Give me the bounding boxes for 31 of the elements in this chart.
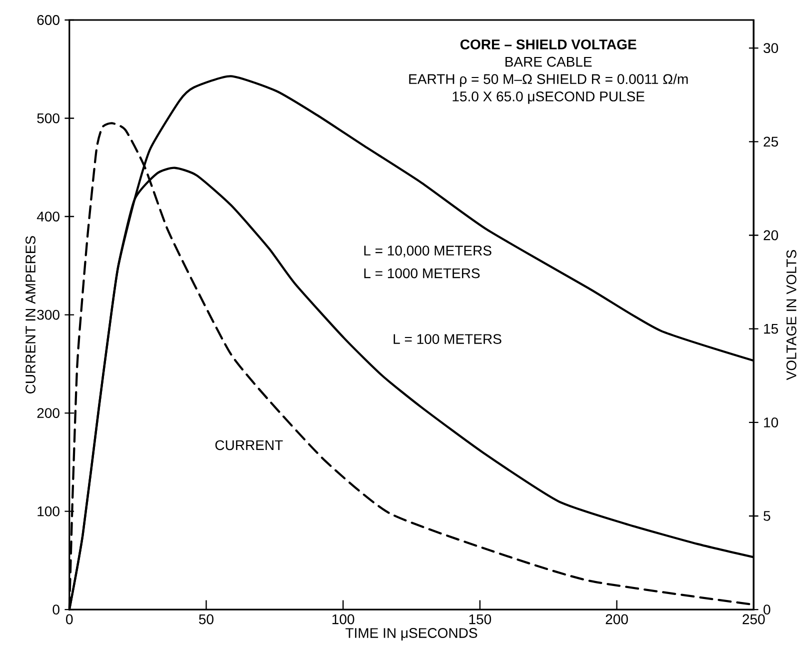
- x-tick-label: 250: [742, 614, 765, 624]
- y-tick-label: 600: [37, 15, 60, 26]
- y2-tick-label: 30: [764, 43, 778, 54]
- y-tick-label: 100: [38, 506, 60, 516]
- x-axis-title: TIME IN μSECONDS: [346, 628, 478, 641]
- annotation: EARTH ρ = 50 M–Ω SHIELD R = 0.0011 Ω/m: [409, 74, 688, 87]
- text: L = 100 METERS: [394, 334, 502, 344]
- series-label: L = 10,000 METERS: [364, 246, 492, 258]
- x-tick-label: 100: [332, 614, 354, 624]
- y2-tick-label: 25: [764, 136, 778, 147]
- y-axis-title: CURRENT IN AMPERES: [26, 236, 36, 394]
- x-tick-label: 150: [469, 614, 492, 624]
- x-tick-label: 50: [199, 614, 214, 624]
- x-tick-label: 200: [606, 614, 628, 624]
- y2-tick-label: 5: [764, 511, 770, 521]
- text: BARE CABLE: [506, 56, 592, 67]
- y2-tick-label: 10: [764, 418, 778, 428]
- series-label: CURRENT: [215, 440, 283, 450]
- y2-tick-label: 0: [764, 604, 770, 615]
- y2-tick-label: 20: [764, 230, 778, 240]
- y2-axis-title: VOLTAGE IN VOLTS: [786, 250, 796, 380]
- y2-tick-label: 15: [764, 324, 778, 334]
- y-tick-label: 400: [36, 212, 60, 222]
- y-tick-label: 500: [37, 113, 60, 124]
- text: CORE – SHIELD VOLTAGE: [460, 39, 636, 50]
- x-tick-label: 0: [66, 614, 73, 624]
- y-tick-label: 200: [37, 408, 60, 418]
- y-tick-label: 300: [37, 310, 60, 320]
- y-tick-label: 0: [52, 604, 60, 615]
- annotation: 15.0 X 65.0 μSECOND PULSE: [452, 92, 644, 104]
- annotation: L = 1000 METERS: [364, 268, 480, 278]
